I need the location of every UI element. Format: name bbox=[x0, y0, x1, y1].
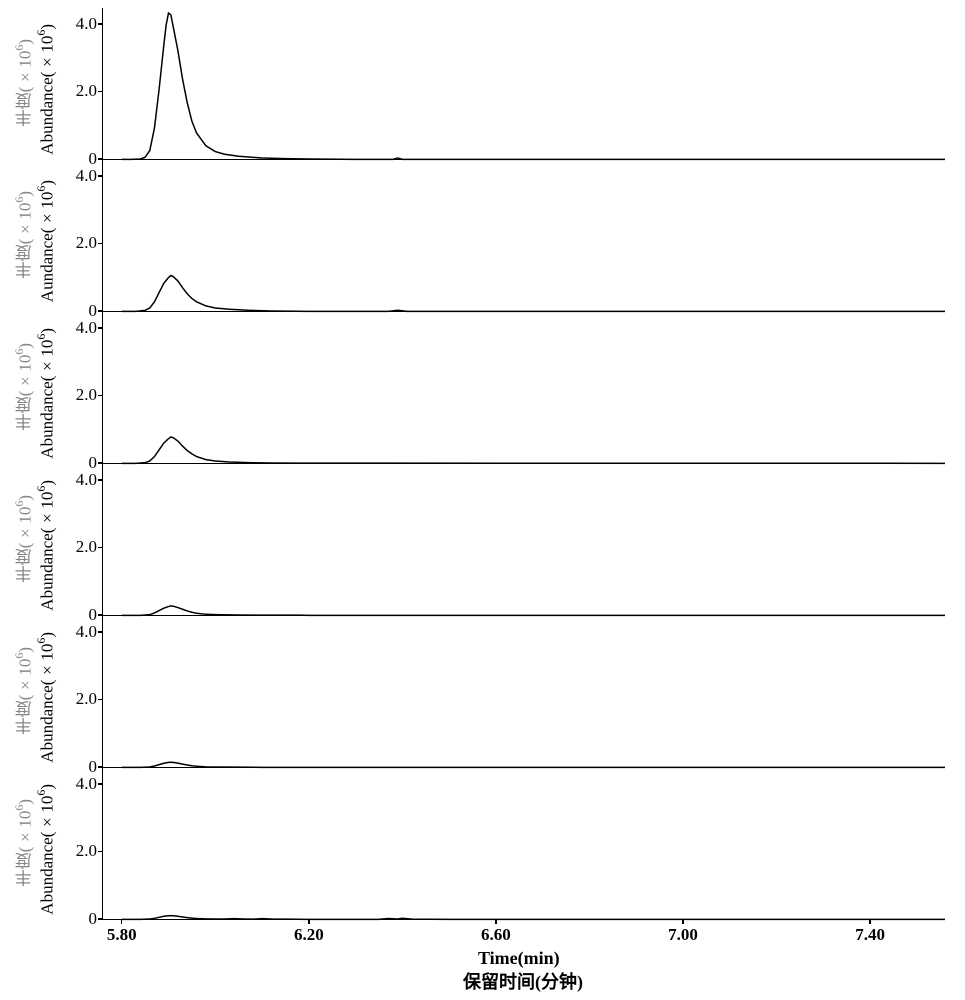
chromatogram-panel: 02.04.05.806.206.607.007.40 bbox=[102, 768, 944, 920]
xtick-label: 7.00 bbox=[668, 925, 698, 945]
chromatogram-trace bbox=[103, 768, 945, 920]
xlabel-en: Time(min) bbox=[478, 948, 560, 969]
ylabel-en: Abundance(×106) bbox=[34, 632, 58, 763]
ytick-label: 4.0 bbox=[76, 14, 97, 34]
ytick-label: 2.0 bbox=[76, 81, 97, 101]
xtick-mark bbox=[869, 919, 871, 924]
xtick-mark bbox=[308, 919, 310, 924]
ytick-label: 4.0 bbox=[76, 774, 97, 794]
chromatogram-panel: 02.04.0 bbox=[102, 160, 944, 312]
ytick-label: 4.0 bbox=[76, 318, 97, 338]
chromatogram-panel: 02.04.0 bbox=[102, 616, 944, 768]
xtick-label: 7.40 bbox=[855, 925, 885, 945]
ytick-label: 0 bbox=[89, 909, 98, 929]
ytick-label: 2.0 bbox=[76, 385, 97, 405]
plot-area: 02.04.0 bbox=[102, 312, 944, 464]
ylabel-en: Abundance(×106) bbox=[34, 328, 58, 459]
ylabel-en: Aundance(×106) bbox=[34, 180, 58, 302]
xtick-mark bbox=[495, 919, 497, 924]
xtick-mark bbox=[682, 919, 684, 924]
plot-area: 02.04.0 bbox=[102, 160, 944, 312]
ytick-label: 4.0 bbox=[76, 622, 97, 642]
chromatogram-panel: 02.04.0 bbox=[102, 312, 944, 464]
ytick-label: 4.0 bbox=[76, 166, 97, 186]
xtick-label: 5.80 bbox=[107, 925, 137, 945]
ytick-label: 2.0 bbox=[76, 233, 97, 253]
plot-area: 02.04.0 bbox=[102, 616, 944, 768]
xtick-label: 6.20 bbox=[294, 925, 324, 945]
plot-area: 02.04.0 bbox=[102, 8, 944, 160]
chromatogram-trace bbox=[103, 8, 945, 160]
plot-area: 02.04.0 bbox=[102, 464, 944, 616]
ytick-label: 2.0 bbox=[76, 689, 97, 709]
xlabel-cn: 保留时间(分钟) bbox=[463, 968, 583, 994]
plot-area: 02.04.05.806.206.607.007.40 bbox=[102, 768, 944, 920]
ytick-label: 2.0 bbox=[76, 537, 97, 557]
chromatogram-panel: 02.04.0 bbox=[102, 8, 944, 160]
chromatogram-trace bbox=[103, 160, 945, 312]
xtick-label: 6.60 bbox=[481, 925, 511, 945]
chromatogram-trace bbox=[103, 312, 945, 464]
ytick-label: 4.0 bbox=[76, 470, 97, 490]
chromatogram-trace bbox=[103, 616, 945, 768]
chromatogram-trace bbox=[103, 464, 945, 616]
ylabel-en: Abundance(×106) bbox=[34, 784, 58, 915]
chromatogram-figure: 02.04.0丰度(×106)Abundance(×106)02.04.0丰度(… bbox=[0, 0, 965, 1000]
xtick-mark bbox=[121, 919, 123, 924]
ytick-label: 2.0 bbox=[76, 841, 97, 861]
ylabel-en: Abundance(×106) bbox=[34, 480, 58, 611]
ylabel-en: Abundance(×106) bbox=[34, 24, 58, 155]
chromatogram-panel: 02.04.0 bbox=[102, 464, 944, 616]
